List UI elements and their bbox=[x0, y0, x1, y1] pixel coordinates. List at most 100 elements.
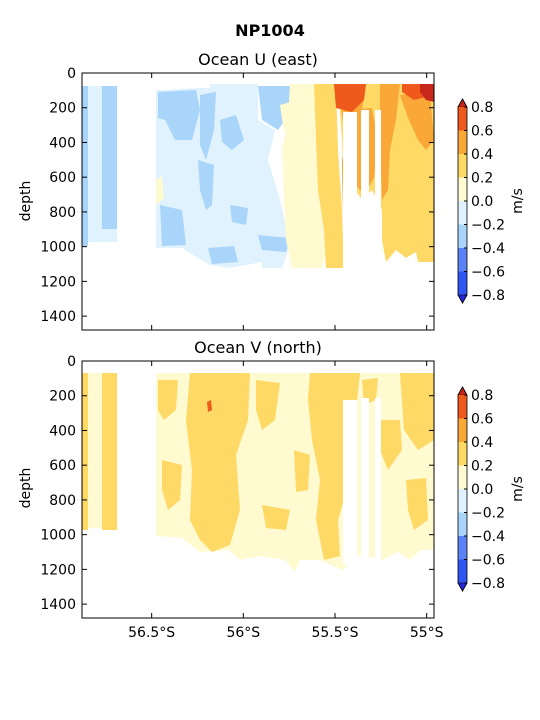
colorbar-u-tick-label-0: 0.8 bbox=[471, 100, 493, 116]
u-band-west-c bbox=[102, 86, 117, 229]
u-blob-f bbox=[160, 205, 186, 246]
panel-u-title: Ocean U (east) bbox=[198, 50, 318, 69]
ytick-label-u-4: 800 bbox=[49, 205, 76, 221]
u-strong-orange-d bbox=[400, 92, 434, 150]
panel-ocean-u: Ocean U (east) depth bbox=[18, 50, 435, 331]
ytick-label-u-7: 1400 bbox=[40, 309, 76, 325]
v-orange-h bbox=[380, 420, 402, 470]
colorbar-u-segment-3 bbox=[458, 177, 467, 201]
u-gap-a bbox=[117, 73, 156, 247]
colorbar-v-segment-3 bbox=[458, 465, 467, 489]
colorbar-u-segment-0 bbox=[458, 107, 467, 131]
v-gap-top bbox=[82, 361, 434, 373]
v-band-west-a bbox=[82, 373, 88, 530]
v-gap-b bbox=[343, 400, 357, 565]
panel-u-yaxis: 0 200 400 600 800 1000 1200 1400 bbox=[40, 66, 434, 325]
v-orange-d bbox=[256, 380, 280, 430]
xtick-label-v-0: 56.5°S bbox=[128, 625, 175, 641]
panel-v-ylabel: depth bbox=[18, 468, 34, 509]
colorbar-v-segment-2 bbox=[458, 442, 467, 466]
ytick-label-u-0: 0 bbox=[67, 66, 76, 82]
colorbar-u: 0.8 0.6 0.4 0.2 0.0 −0.2 −0.4 −0.6 −0.8 bbox=[457, 98, 505, 304]
colorbar-v-segment-7 bbox=[458, 559, 467, 583]
v-orange-a bbox=[186, 373, 250, 552]
ytick-label-u-5: 1000 bbox=[40, 240, 76, 256]
v-band-west-b bbox=[88, 373, 102, 528]
v-orange-c bbox=[162, 460, 182, 510]
colorbar-v-tick-label-3: 0.2 bbox=[471, 459, 493, 475]
colorbar-u-under bbox=[457, 294, 468, 304]
ytick-label-v-2: 400 bbox=[49, 423, 76, 439]
panel-v-yaxis: 0 200 400 600 800 1000 1200 1400 bbox=[40, 354, 434, 613]
colorbar-u-tick-label-5: −0.2 bbox=[471, 218, 505, 234]
panel-u-field bbox=[82, 73, 434, 285]
ytick-label-v-3: 600 bbox=[49, 458, 76, 474]
panel-u-frame bbox=[81, 72, 435, 331]
colorbar-v-tick-label-2: 0.4 bbox=[471, 435, 493, 451]
u-blob-h bbox=[258, 235, 290, 252]
u-orange-west bbox=[314, 84, 344, 268]
colorbar-v-tick-label-8: −0.8 bbox=[471, 576, 505, 592]
colorbar-v-tick-label-4: 0.0 bbox=[471, 482, 493, 498]
colorbar-u-label: m/s bbox=[510, 188, 526, 214]
panel-u-ylabel: depth bbox=[18, 181, 34, 222]
ytick-label-u-3: 600 bbox=[49, 170, 76, 186]
colorbar-u-segment-7 bbox=[458, 271, 467, 295]
u-band-west-d bbox=[102, 229, 117, 242]
xtick-label-v-3: 55°S bbox=[410, 625, 444, 641]
panel-v-title: Ocean V (north) bbox=[194, 338, 322, 357]
xtick-label-v-2: 55.5°S bbox=[311, 625, 358, 641]
ytick-label-u-1: 200 bbox=[49, 101, 76, 117]
colorbar-u-segment-4 bbox=[458, 201, 467, 225]
colorbar-u-segment-6 bbox=[458, 248, 467, 272]
panel-u-xaxis bbox=[151, 73, 428, 330]
figure-title: NP1004 bbox=[235, 21, 305, 40]
colorbar-v-tick-label-0: 0.8 bbox=[471, 388, 493, 404]
ytick-label-u-6: 1200 bbox=[40, 274, 76, 290]
u-gap-b bbox=[343, 112, 357, 277]
ytick-label-v-7: 1400 bbox=[40, 597, 76, 613]
colorbar-u-tick-label-1: 0.6 bbox=[471, 124, 493, 140]
u-red-a bbox=[334, 84, 366, 112]
v-gap-a bbox=[117, 361, 156, 536]
v-orange-e bbox=[262, 505, 290, 530]
colorbar-u-segment-5 bbox=[458, 224, 467, 248]
ytick-label-v-5: 1000 bbox=[40, 528, 76, 544]
colorbar-u-tick-label-4: 0.0 bbox=[471, 194, 493, 210]
colorbar-v-tick-label-5: −0.2 bbox=[471, 506, 505, 522]
u-blob-g bbox=[230, 205, 248, 225]
v-orange-j bbox=[406, 478, 428, 530]
u-blob-b bbox=[200, 92, 216, 160]
v-gap-c bbox=[361, 398, 369, 573]
ytick-label-v-1: 200 bbox=[49, 389, 76, 405]
u-gap-stub-b bbox=[200, 84, 210, 88]
v-orange-k bbox=[294, 450, 310, 492]
u-strong-orange-c bbox=[380, 84, 400, 200]
ytick-label-v-6: 1200 bbox=[40, 562, 76, 578]
colorbar-v: 0.8 0.6 0.4 0.2 0.0 −0.2 −0.4 −0.6 −0.8 bbox=[457, 386, 505, 592]
u-gap-stub-a bbox=[156, 84, 170, 90]
v-red-spot bbox=[207, 400, 212, 412]
colorbar-v-segment-1 bbox=[458, 418, 467, 442]
v-orange-i bbox=[400, 373, 434, 450]
colorbar-u-tick-label-3: 0.2 bbox=[471, 171, 493, 187]
u-blob-c bbox=[220, 115, 244, 150]
colorbar-v-over bbox=[457, 386, 468, 396]
colorbar-u-segment-2 bbox=[458, 154, 467, 178]
colorbar-v-tick-label-6: −0.4 bbox=[471, 529, 505, 545]
colorbar-v-label: m/s bbox=[510, 476, 526, 502]
v-gap-d bbox=[375, 398, 381, 568]
u-band-west-a bbox=[82, 86, 88, 246]
v-orange-b bbox=[158, 380, 178, 420]
colorbar-u-tick-label-7: −0.6 bbox=[471, 265, 505, 281]
colorbar-u-tick-label-6: −0.4 bbox=[471, 241, 505, 257]
colorbar-v-tick-label-1: 0.6 bbox=[471, 412, 493, 428]
u-blob-i bbox=[208, 246, 238, 264]
u-gap-d bbox=[375, 110, 381, 280]
u-blob-a bbox=[158, 90, 200, 140]
ytick-label-v-0: 0 bbox=[67, 354, 76, 370]
colorbar-v-segment-5 bbox=[458, 512, 467, 536]
colorbar-u-over bbox=[457, 98, 468, 108]
